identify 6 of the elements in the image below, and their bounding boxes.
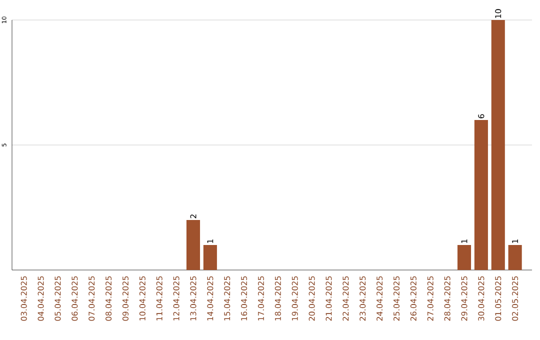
bar [474,120,488,270]
bar [508,245,522,270]
bar [203,245,217,270]
bar [491,20,505,270]
bar [186,220,200,270]
bar [457,245,472,270]
